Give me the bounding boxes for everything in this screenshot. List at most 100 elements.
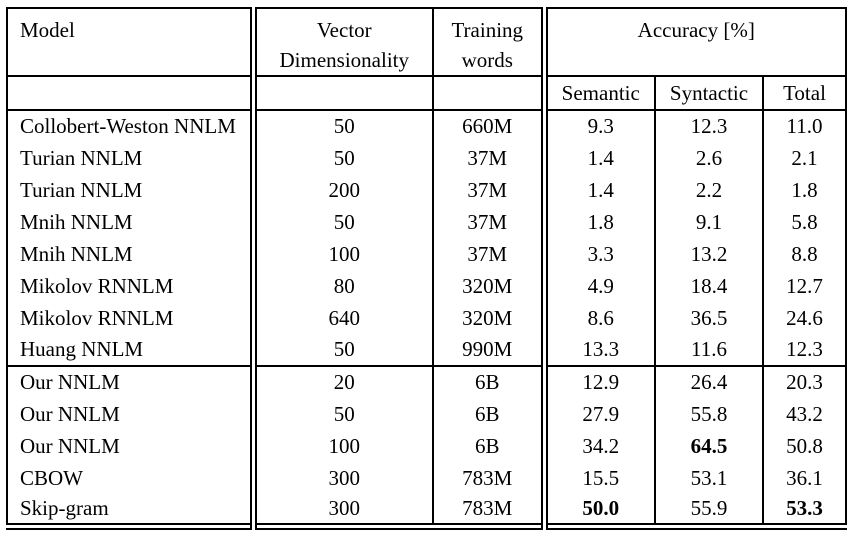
cell-training-words: 37M bbox=[433, 174, 548, 206]
cell-training-words: 6B bbox=[433, 430, 548, 462]
cell-syntactic-accuracy: 64.5 bbox=[655, 430, 764, 462]
cell-total-accuracy: 36.1 bbox=[786, 465, 823, 490]
cell-model: Mikolov RNNLM bbox=[7, 270, 257, 302]
table-row: Our NNLM 20 6B 12.9 26.4 20.3 bbox=[7, 365, 846, 398]
cell-total-accuracy: 2.1 bbox=[791, 145, 818, 170]
table-row: Mikolov RNNLM 80 320M 4.9 18.4 12.7 bbox=[7, 270, 846, 302]
cell-training-words: 320M bbox=[433, 302, 548, 334]
cell-syntactic-accuracy: 9.1 bbox=[655, 206, 764, 238]
table-row: Collobert-Weston NNLM 50 660M 9.3 12.3 11.0 bbox=[7, 110, 846, 142]
cell-syntactic-accuracy: 2.6 bbox=[655, 142, 764, 174]
cell-vector-dimensionality: 300 bbox=[253, 462, 434, 494]
cell-vector-dimensionality: 50 bbox=[253, 110, 434, 142]
cell-semantic-accuracy: 1.8 bbox=[544, 206, 656, 238]
cell-syntactic-accuracy: 26.4 bbox=[655, 365, 764, 398]
cell-vector-dimensionality: 80 bbox=[253, 270, 434, 302]
cell-semantic-accuracy: 8.6 bbox=[544, 302, 656, 334]
subheader-total: Total bbox=[763, 76, 846, 111]
table-row: Turian NNLM 50 37M 1.4 2.6 2.1 bbox=[7, 142, 846, 174]
cell-vector-dimensionality: 100 bbox=[253, 238, 434, 270]
cell-training-words: 990M bbox=[433, 334, 548, 366]
cell-vector-dimensionality: 20 bbox=[253, 365, 434, 398]
cell-model: Our NNLM bbox=[7, 398, 257, 430]
table-row: Mnih NNLM 50 37M 1.8 9.1 5.8 bbox=[7, 206, 846, 238]
cell-vector-dimensionality: 300 bbox=[253, 494, 434, 526]
cell-training-words: 783M bbox=[433, 462, 548, 494]
cell-total-accuracy: 5.8 bbox=[791, 209, 818, 234]
header-empty-model bbox=[7, 76, 257, 111]
header-row-sub: Semantic Syntactic Total bbox=[7, 76, 846, 111]
cell-total-accuracy: 12.7 bbox=[786, 273, 823, 298]
cell-model: Turian NNLM bbox=[7, 174, 257, 206]
header-row-top: Model Vector Dimensionality Training wor… bbox=[7, 8, 846, 77]
cell-training-words: 660M bbox=[433, 110, 548, 142]
cell-semantic-accuracy: 4.9 bbox=[544, 270, 656, 302]
cell-semantic-accuracy: 12.9 bbox=[544, 365, 656, 398]
cell-semantic-accuracy: 50.0 bbox=[544, 494, 656, 526]
cell-semantic-accuracy: 1.4 bbox=[544, 142, 656, 174]
header-vector-dimensionality: Vector Dimensionality bbox=[253, 8, 434, 77]
table-row: Skip-gram 300 783M 50.0 55.9 53.3 bbox=[7, 494, 846, 526]
cell-model: Our NNLM bbox=[7, 430, 257, 462]
table-row: Our NNLM 50 6B 27.9 55.8 43.2 bbox=[7, 398, 846, 430]
cell-training-words: 37M bbox=[433, 142, 548, 174]
cell-total-accuracy: 12.3 bbox=[786, 337, 823, 361]
cell-model: Skip-gram bbox=[7, 494, 257, 526]
table-header: Model Vector Dimensionality Training wor… bbox=[7, 8, 846, 111]
table-body: Collobert-Weston NNLM 50 660M 9.3 12.3 11.0 Tu… bbox=[7, 110, 846, 526]
table-row: Mikolov RNNLM 640 320M 8.6 36.5 24.6 bbox=[7, 302, 846, 334]
cell-total-accuracy: 11.0 bbox=[786, 114, 823, 138]
cell-syntactic-accuracy: 12.3 bbox=[655, 110, 764, 142]
cell-training-words: 6B bbox=[433, 365, 548, 398]
cell-training-words: 320M bbox=[433, 270, 548, 302]
cell-total-accuracy: 53.3 bbox=[786, 495, 823, 520]
cell-semantic-accuracy: 13.3 bbox=[544, 334, 656, 366]
header-training-words: Training words bbox=[433, 8, 548, 77]
cell-syntactic-accuracy: 18.4 bbox=[655, 270, 764, 302]
cell-vector-dimensionality: 50 bbox=[253, 206, 434, 238]
header-accuracy: Accuracy [%] bbox=[544, 8, 846, 77]
cell-training-words: 37M bbox=[433, 238, 548, 270]
table-row: Huang NNLM 50 990M 13.3 11.6 12.3 bbox=[7, 334, 846, 366]
results-table: Model Vector Dimensionality Training wor… bbox=[6, 7, 847, 530]
cell-model: Huang NNLM bbox=[7, 334, 257, 366]
cell-vector-dimensionality: 50 bbox=[253, 398, 434, 430]
cell-total-accuracy: 20.3 bbox=[763, 365, 846, 398]
header-model: Model bbox=[7, 8, 257, 77]
cell-syntactic-accuracy: 55.9 bbox=[655, 494, 764, 526]
cell-semantic-accuracy: 3.3 bbox=[544, 238, 656, 270]
cell-total-accuracy: 50.8 bbox=[786, 433, 823, 458]
cell-model: Mnih NNLM bbox=[7, 206, 257, 238]
cell-model: Mnih NNLM bbox=[7, 238, 257, 270]
header-vector-line2: Dimensionality bbox=[279, 48, 410, 72]
cell-syntactic-accuracy: 53.1 bbox=[655, 462, 764, 494]
cell-vector-dimensionality: 50 bbox=[253, 334, 434, 366]
cell-total-accuracy: 1.8 bbox=[791, 177, 818, 202]
cell-model: CBOW bbox=[7, 462, 257, 494]
header-empty-training bbox=[433, 76, 548, 111]
cell-syntactic-accuracy: 11.6 bbox=[655, 334, 764, 366]
cell-training-words: 37M bbox=[433, 206, 548, 238]
cell-total-accuracy: 8.8 bbox=[791, 241, 818, 266]
table-row: Turian NNLM 200 37M 1.4 2.2 1.8 bbox=[7, 174, 846, 206]
header-empty-vector bbox=[253, 76, 434, 111]
cell-vector-dimensionality: 100 bbox=[253, 430, 434, 462]
cell-total-accuracy: 24.6 bbox=[786, 305, 823, 330]
cell-total-accuracy: 43.2 bbox=[786, 401, 823, 426]
table-row: Our NNLM 100 6B 34.2 64.5 50.8 bbox=[7, 430, 846, 462]
cell-vector-dimensionality: 50 bbox=[253, 142, 434, 174]
cell-syntactic-accuracy: 2.2 bbox=[655, 174, 764, 206]
header-training-line2: words bbox=[461, 48, 513, 72]
cell-training-words: 6B bbox=[433, 398, 548, 430]
cell-model: Collobert-Weston NNLM bbox=[7, 110, 257, 142]
table-row: Mnih NNLM 100 37M 3.3 13.2 8.8 bbox=[7, 238, 846, 270]
cell-semantic-accuracy: 1.4 bbox=[544, 174, 656, 206]
cell-syntactic-accuracy: 55.8 bbox=[655, 398, 764, 430]
cell-syntactic-accuracy: 13.2 bbox=[655, 238, 764, 270]
header-training-line1: Training bbox=[451, 18, 524, 42]
cell-vector-dimensionality: 640 bbox=[253, 302, 434, 334]
cell-model: Turian NNLM bbox=[7, 142, 257, 174]
cell-vector-dimensionality: 200 bbox=[253, 174, 434, 206]
table-row: CBOW 300 783M 15.5 53.1 36.1 bbox=[7, 462, 846, 494]
